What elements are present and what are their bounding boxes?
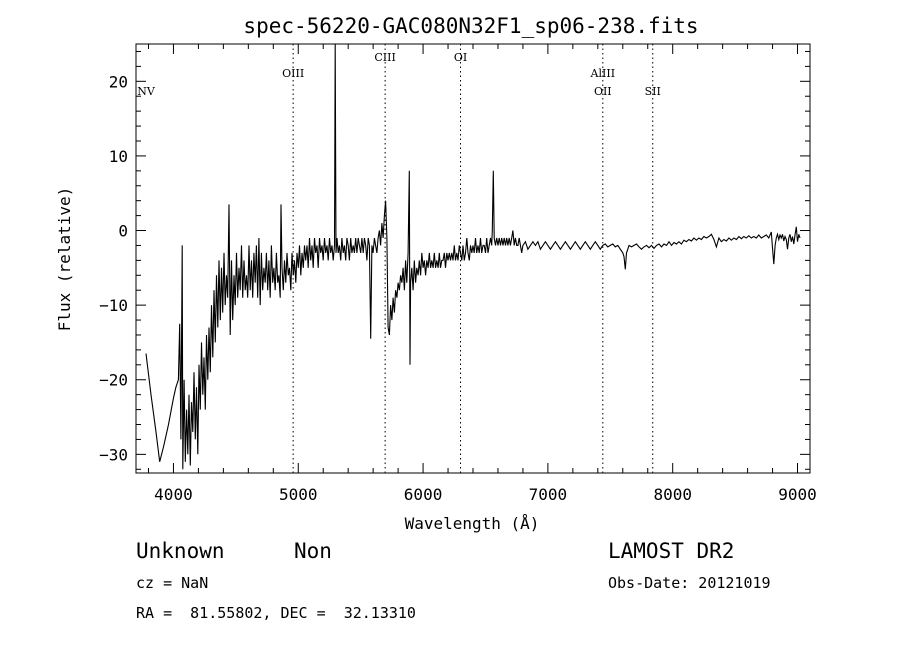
x-tick-label: 6000 — [404, 485, 443, 504]
survey-name: LAMOST DR2 — [608, 539, 735, 563]
emission-line-label: SII — [645, 85, 661, 98]
object-class: Unknown — [136, 539, 225, 563]
ra-dec-coords: RA = 81.55802, DEC = 32.13310 — [136, 604, 416, 622]
spectrum-line — [145, 43, 801, 470]
x-axis-ticks: 4000 5000 6000 7000 8000 9000 — [147, 44, 817, 504]
emission-line-label: AlIII — [590, 67, 616, 80]
y-tick-label: −30 — [99, 445, 128, 464]
x-tick-label: 9000 — [778, 485, 817, 504]
y-tick-label: 0 — [118, 222, 128, 241]
x-axis-label: Wavelength (Å) — [405, 514, 540, 533]
chart-title: spec-56220-GAC080N32F1_sp06-238.fits — [243, 14, 698, 38]
obs-date: Obs-Date: 20121019 — [608, 574, 771, 592]
y-axis-ticks: 20 10 0 −10 −20 −30 — [99, 50, 810, 470]
emission-line-label: CIII — [374, 51, 395, 64]
y-tick-label: 20 — [109, 72, 128, 91]
x-tick-label: 8000 — [653, 485, 692, 504]
x-tick-label: 7000 — [529, 485, 568, 504]
emission-line-label: OII — [594, 85, 612, 98]
x-tick-label: 4000 — [154, 485, 193, 504]
object-subclass: Non — [294, 539, 332, 563]
emission-line-label: NV — [137, 85, 156, 98]
y-axis-label: Flux (relative) — [55, 187, 74, 332]
y-tick-label: 10 — [109, 147, 128, 166]
y-tick-label: −20 — [99, 371, 128, 390]
redshift-cz: cz = NaN — [136, 574, 209, 592]
y-tick-label: −10 — [99, 296, 128, 315]
x-tick-label: 5000 — [279, 485, 318, 504]
emission-line-label: OIII — [282, 67, 304, 80]
emission-line-label: OI — [454, 51, 467, 64]
emission-line-markers — [292, 44, 654, 473]
emission-line-labels: NV OIII CIII OI AlIII OII SII — [137, 51, 661, 98]
